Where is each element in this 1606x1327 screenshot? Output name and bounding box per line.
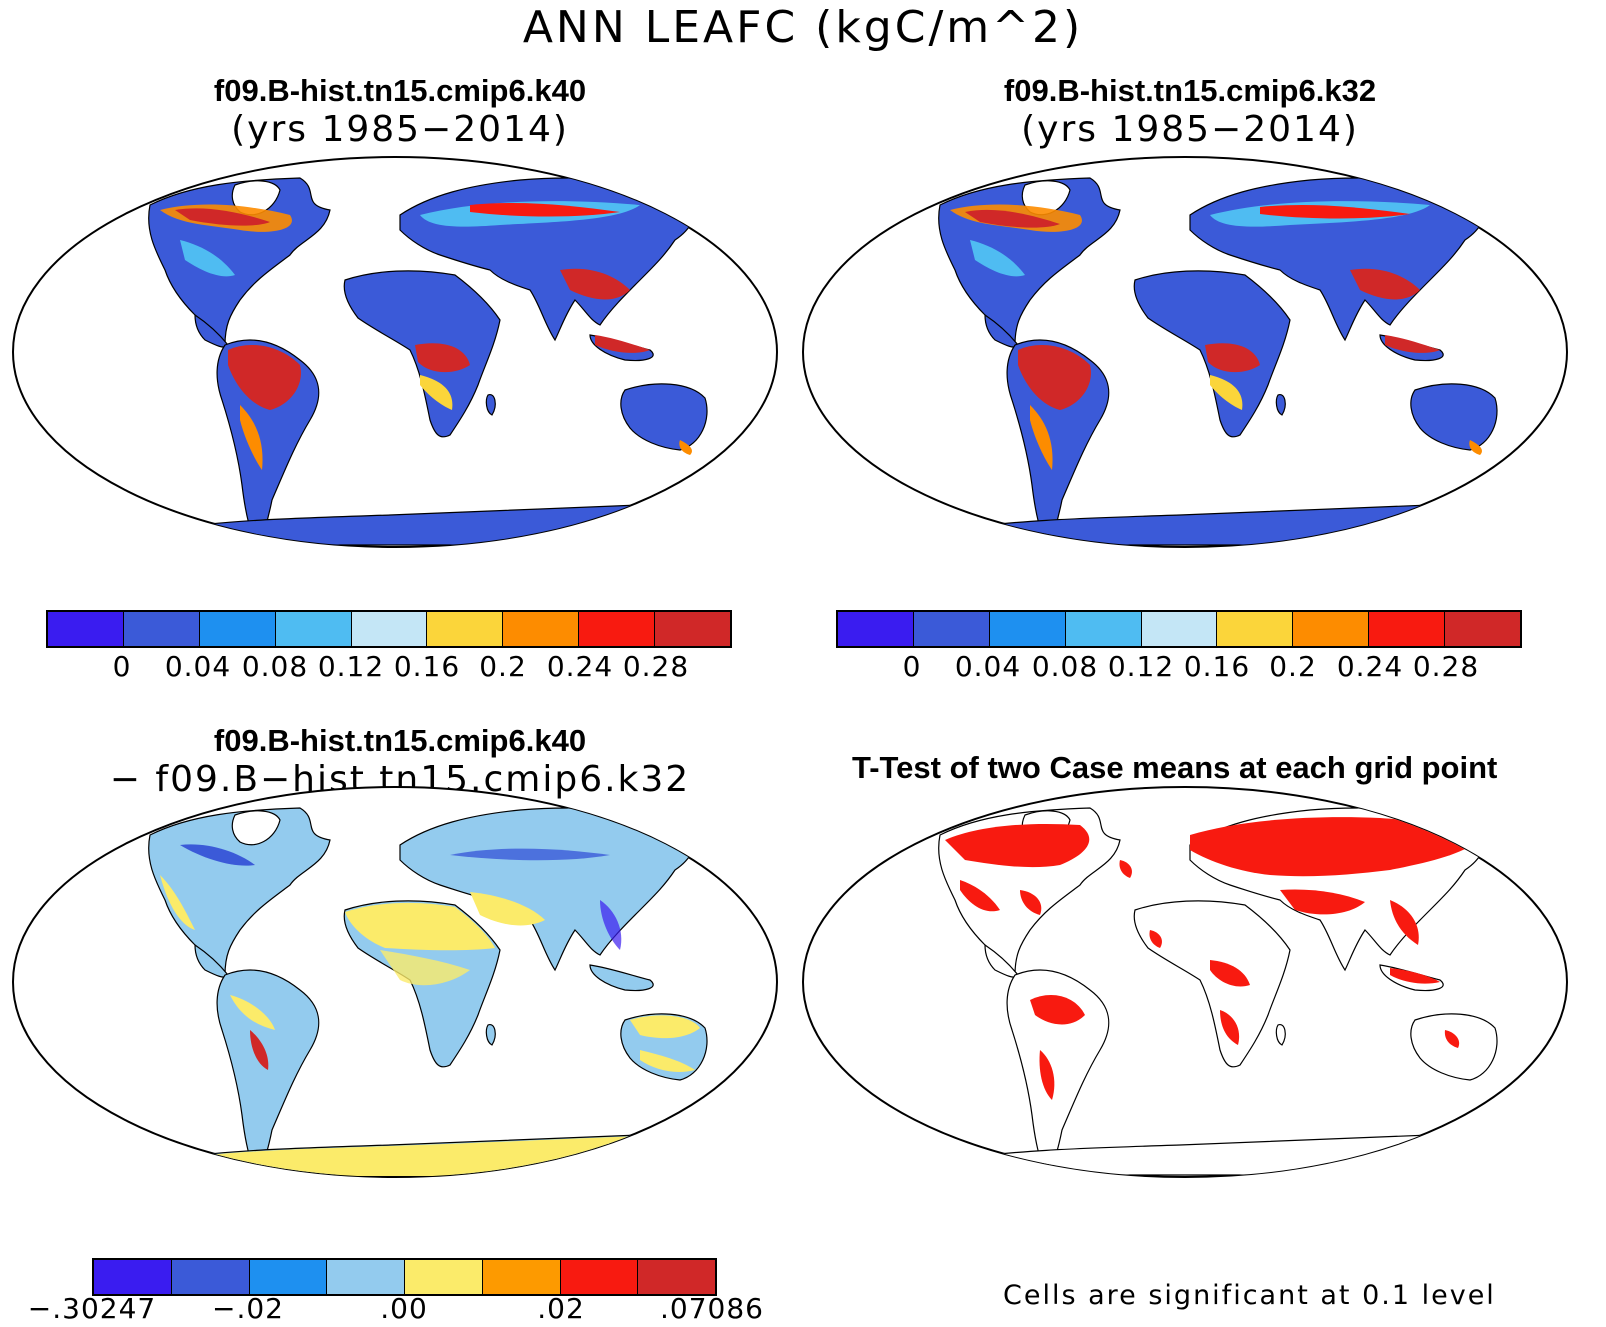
colorbar-tick-label: 0.08 (1031, 650, 1099, 683)
colorbar-cell (1369, 612, 1446, 646)
main-title: ANN LEAFC (kgC/m^2) (522, 2, 1084, 53)
colorbar-tick-label: 0.12 (1107, 650, 1175, 683)
colorbar-cell (405, 1260, 483, 1294)
colorbar-cell (351, 612, 428, 646)
colorbar-bottom-left-labels: −.30247 −.02 .00 .02 .07086 (28, 1292, 763, 1327)
colorbar-cell (913, 612, 990, 646)
colorbar-tick-label: 0.08 (241, 650, 309, 683)
colorbar-cell (199, 612, 276, 646)
colorbar-tick-label: 0 (112, 650, 132, 683)
colorbar-tick-label: 0.28 (622, 650, 690, 683)
colorbar-cell (427, 612, 504, 646)
colorbar-cell (1293, 612, 1370, 646)
colorbar-cell (275, 612, 352, 646)
panel-title-top-right-case: f09.B-hist.tn15.cmip6.k32 (1003, 73, 1377, 108)
colorbar-tick-label: 0.04 (954, 650, 1022, 683)
colorbar-cell (1445, 612, 1521, 646)
panel-title-top-left: f09.B-hist.tn15.cmip6.k40 (yrs 1985−2014… (0, 72, 800, 150)
colorbar-tick-label: 0.04 (164, 650, 232, 683)
colorbar-cell (1065, 612, 1142, 646)
colorbar-tick-label: 0.16 (393, 650, 461, 683)
colorbar-top-right (836, 610, 1522, 648)
colorbar-cell (655, 612, 731, 646)
map-bottom-right (802, 786, 1568, 1178)
colorbar-tick-label: −.30247 (27, 1292, 157, 1325)
panel-title-bottom-right: T-Test of two Case means at each grid po… (852, 750, 1498, 785)
colorbar-cell (171, 1260, 250, 1294)
colorbar-tick-label: −.02 (212, 1292, 284, 1325)
significance-note: Cells are significant at 0.1 level (1003, 1280, 1496, 1311)
colorbar-tick-label: .00 (380, 1292, 428, 1325)
colorbar-tick-label: 0.24 (546, 650, 614, 683)
panel-title-top-left-years: (yrs 1985−2014) (231, 109, 569, 150)
colorbar-top-left (46, 610, 732, 648)
panel-title-bottom-left-case: f09.B-hist.tn15.cmip6.k40 (213, 723, 587, 758)
colorbar-tick-label: 0.16 (1183, 650, 1251, 683)
colorbar-cell (249, 1260, 328, 1294)
panel-title-top-right: f09.B-hist.tn15.cmip6.k32 (yrs 1985−2014… (790, 72, 1590, 150)
panel-title-bottom-left: f09.B-hist.tn15.cmip6.k40 − f09.B−hist.t… (0, 722, 800, 800)
colorbar-cell (48, 612, 124, 646)
panel-title-top-left-case: f09.B-hist.tn15.cmip6.k40 (213, 73, 587, 108)
colorbar-cell (94, 1260, 172, 1294)
colorbar-cell (327, 1260, 405, 1294)
colorbar-cell (638, 1260, 715, 1294)
colorbar-tick-label: 0.28 (1412, 650, 1480, 683)
colorbar-tick-label: 0.2 (479, 650, 527, 683)
colorbar-cell (989, 612, 1066, 646)
panel-title-top-right-years: (yrs 1985−2014) (1021, 109, 1359, 150)
colorbar-cell (503, 612, 580, 646)
colorbar-tick-label: .07086 (660, 1292, 764, 1325)
colorbar-top-left-labels: 0 0.04 0.08 0.12 0.16 0.2 0.24 0.28 (46, 650, 732, 690)
map-bottom-left (12, 786, 778, 1178)
colorbar-tick-label: 0.12 (317, 650, 385, 683)
colorbar-cell (579, 612, 656, 646)
colorbar-tick-label: 0.24 (1336, 650, 1404, 683)
colorbar-cell (123, 612, 200, 646)
colorbar-bottom-left (92, 1258, 717, 1296)
colorbar-cell (482, 1260, 561, 1294)
map-top-right (802, 156, 1568, 548)
map-top-left (12, 156, 778, 548)
colorbar-tick-label: .02 (537, 1292, 585, 1325)
colorbar-tick-label: 0 (902, 650, 922, 683)
colorbar-cell (838, 612, 914, 646)
colorbar-tick-label: 0.2 (1269, 650, 1317, 683)
colorbar-cell (560, 1260, 639, 1294)
colorbar-top-right-labels: 0 0.04 0.08 0.12 0.16 0.2 0.24 0.28 (836, 650, 1522, 690)
colorbar-cell (1141, 612, 1218, 646)
colorbar-cell (1217, 612, 1294, 646)
